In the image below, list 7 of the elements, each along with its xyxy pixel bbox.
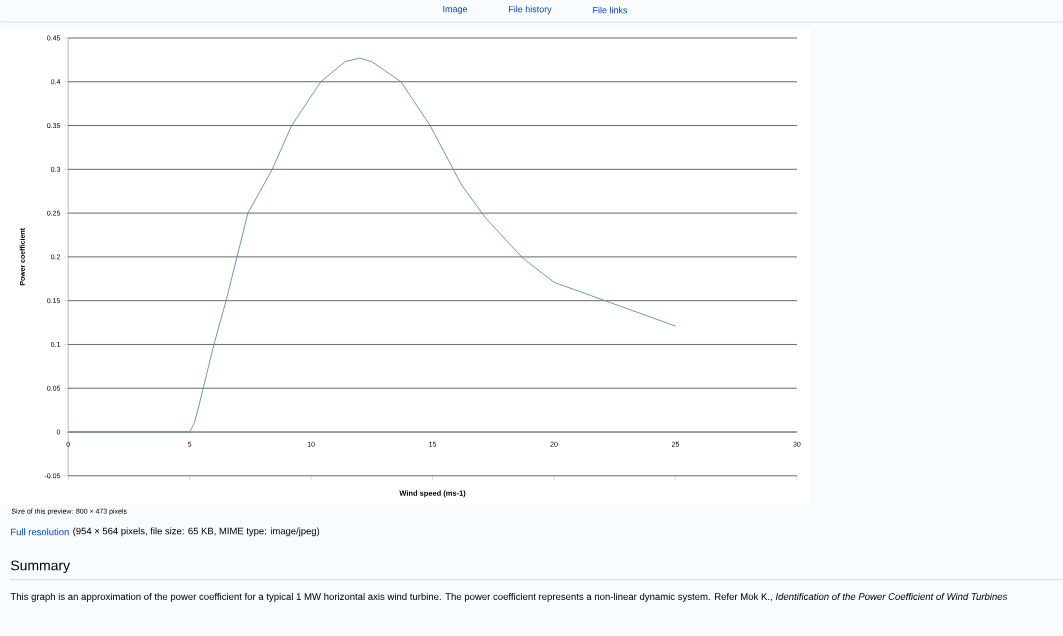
text: (954 × 564 pixels, file size: 65 KB, MIME type: image/jpeg) <box>73 527 320 537</box>
text: Summary <box>11 560 71 574</box>
text: This graph is an approximation of the power coefficient for a typical 1 MW horizontal axis wind turbine. The power coefficient represents a non-linear dynamic system. Refer Mok K., Identification of the Power Coefficient of Wind Turbines <box>10 593 1008 602</box>
text: Full resolution <box>11 528 69 536</box>
text: Image <box>443 6 468 15</box>
text: File history <box>509 5 552 15</box>
text: File links <box>593 6 628 14</box>
